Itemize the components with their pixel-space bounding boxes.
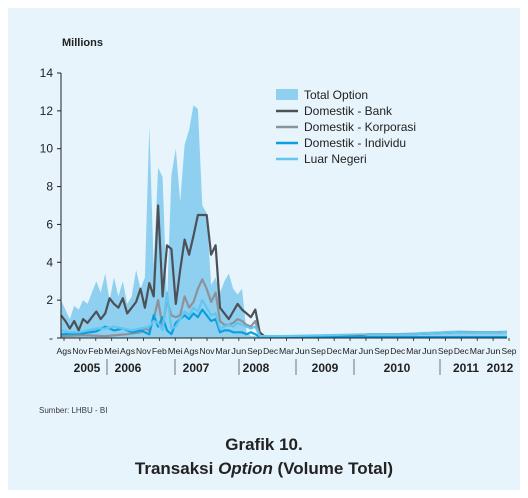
legend-swatch [276, 89, 298, 100]
x-tick-label: Feb [88, 346, 103, 356]
x-tick-label: Dec [327, 346, 343, 356]
legend-label: Domestik - Bank [304, 104, 393, 118]
year-label: 2007 [183, 361, 210, 375]
legend-label: Luar Negeri [304, 152, 367, 166]
year-label: 2012 [487, 361, 514, 375]
series-line-domestik-individu [60, 308, 507, 339]
x-tick-label: Ags [57, 346, 72, 356]
x-tick-label: Mar [343, 346, 358, 356]
y-tick-label: 14 [40, 66, 54, 80]
legend-label: Domestik - Individu [304, 136, 406, 150]
legend-label: Domestik - Korporasi [304, 120, 416, 134]
y-tick-label: 8 [46, 180, 53, 194]
year-label: 2011 [453, 361, 479, 375]
unit-label: Millions [62, 37, 103, 49]
x-tick-label: Sep [311, 346, 326, 356]
x-tick-label: Mar [470, 346, 485, 356]
x-tick-label: Ags [120, 346, 135, 356]
x-tick-label: Sep [374, 346, 389, 356]
caption-title-prefix: Transaksi [134, 459, 219, 478]
chart-panel: Millions -2 4 6 8 10 12 14 Ags Nov Feb Mei Ags Nov Feb… [8, 8, 520, 490]
year-label: 2008 [243, 361, 270, 375]
x-tick-label: Ags [184, 346, 199, 356]
x-tick-label: Feb [152, 346, 167, 356]
x-tick-label: Jun [231, 346, 246, 356]
year-label: 2006 [115, 361, 142, 375]
x-tick-label: Mei [168, 346, 183, 356]
series-line-luar-negeri [60, 291, 507, 338]
x-tick-label: Mar [406, 346, 421, 356]
y-tick-label: 10 [40, 142, 54, 156]
x-tick-label: Jun [295, 346, 310, 356]
x-tick-label: Nov [136, 346, 152, 356]
caption-title-italic: Option [218, 459, 273, 478]
source-note: Sumber: LHBU - BI [39, 406, 108, 415]
x-tick-label: Dec [263, 346, 279, 356]
series-area-total-option [61, 105, 507, 338]
x-tick-label: Mei [104, 346, 119, 356]
x-tick-label: Jun [422, 346, 437, 356]
x-tick-label: Sep [247, 346, 262, 356]
y-tick-label: 4 [46, 255, 53, 269]
year-label: 2009 [312, 361, 339, 375]
year-label: 2005 [74, 361, 101, 375]
x-tick-label: Mar [279, 346, 294, 356]
x-tick-label: Jun [486, 346, 501, 356]
x-tick-label: Sep [502, 346, 517, 356]
y-tick-label: - [49, 331, 53, 345]
x-tick-label: Sep [438, 346, 453, 356]
caption-title-suffix: (Volume Total) [272, 459, 394, 478]
x-tick-label: Mar [215, 346, 230, 356]
chart-caption-title: Transaksi Option (Volume Total) [8, 459, 520, 479]
x-tick-label: Dec [390, 346, 406, 356]
y-tick-label: 12 [40, 104, 54, 118]
x-tick-label: Dec [454, 346, 470, 356]
x-tick-label: Nov [72, 346, 88, 356]
x-tick-label: Jun [358, 346, 373, 356]
y-tick-label: 2 [46, 293, 53, 307]
year-label: 2010 [384, 361, 411, 375]
x-tick-label: Nov [200, 346, 216, 356]
legend-label: Total Option [304, 88, 368, 102]
series-line-domestik-korporasi [60, 278, 507, 339]
chart-caption-number: Grafik 10. [225, 435, 303, 454]
y-tick-label: 6 [46, 217, 53, 231]
